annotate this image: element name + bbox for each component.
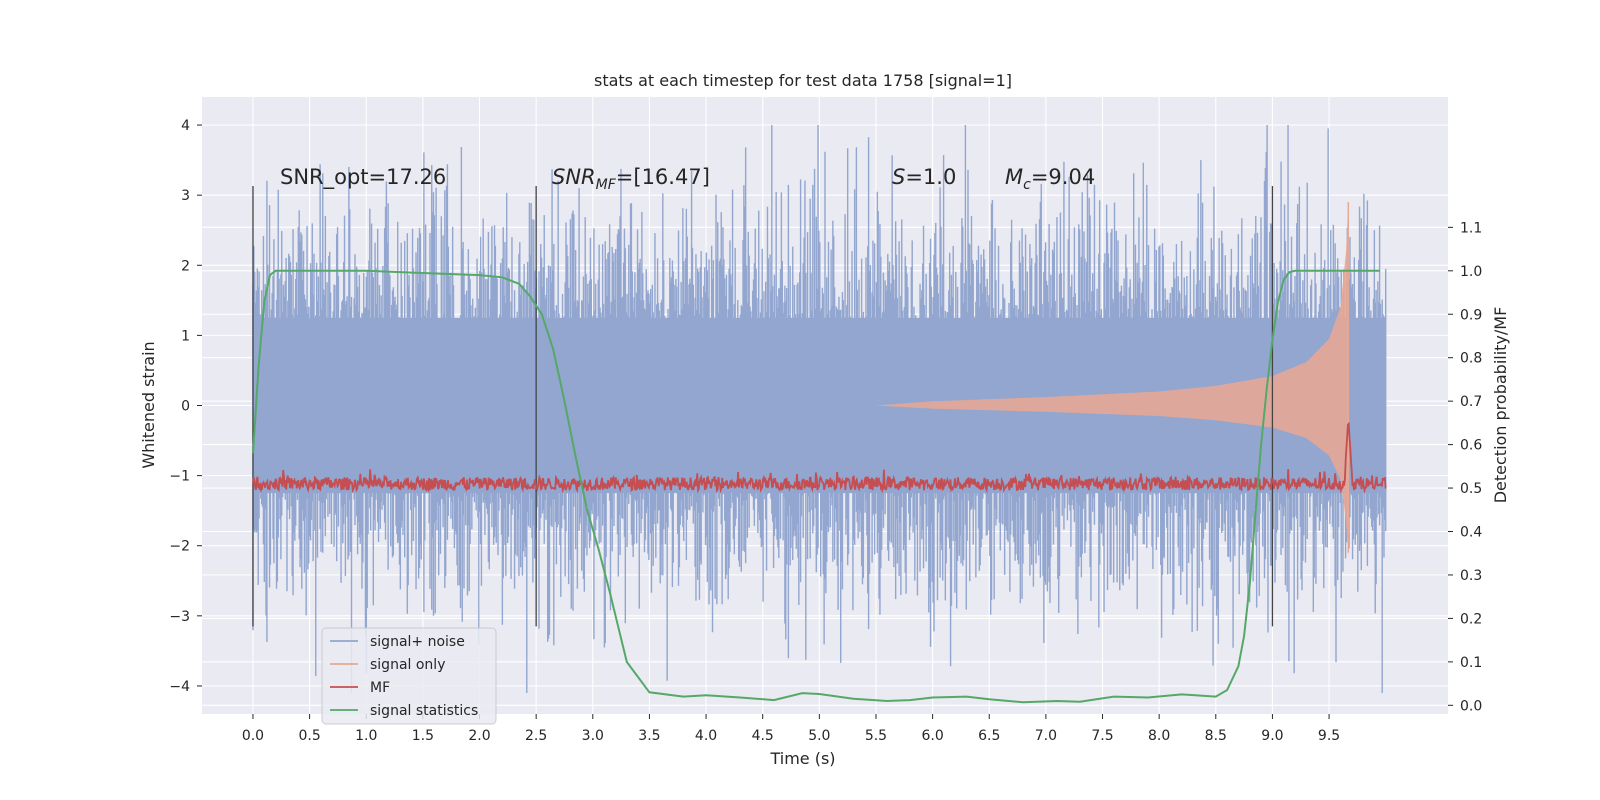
series-signal-only [876,202,1350,558]
legend-label: signal statistics [370,703,478,719]
x-tick-label: 3.5 [638,728,660,744]
x-tick-label: 8.5 [1205,728,1227,744]
y-tick-label: 1 [181,328,190,344]
legend-label: signal only [370,657,445,673]
y-tick-label: 0 [181,399,190,415]
legend-item-mf: MF [330,680,390,696]
x-tick-label: 4.0 [695,728,717,744]
right-tick-label: 0.8 [1460,351,1482,367]
x-tick-label: 6.0 [921,728,943,744]
x-tick-label: 5.5 [865,728,887,744]
x-tick-label: 7.0 [1035,728,1057,744]
legend-item-signal-only: signal only [330,657,445,673]
series-mf [252,421,1387,494]
snr-mf-rest: =[16.47] [616,165,710,189]
left-axis: 4 3 2 1 0 −1 −2 −3 −4 [169,118,202,695]
snr-opt-annotation: SNR_opt=17.26 [280,165,446,190]
right-tick-label: 0.5 [1460,481,1482,497]
y-tick-label: 4 [181,118,190,134]
signal-only-envelope [876,202,1349,558]
mc-var: M [1005,165,1023,189]
series-signal-statistics [252,269,1380,704]
snr-mf-base: SNR [552,165,596,189]
right-tick-label: 1.0 [1460,264,1482,280]
right-axis-label: Detection probability/MF [1491,307,1510,504]
right-tick-label: 0.4 [1460,525,1482,541]
x-tick-label: 0.0 [242,728,264,744]
x-tick-label: 7.5 [1091,728,1113,744]
annotations: SNR_opt=17.26 SNRMF=[16.47] S=1.0 Mc=9.0… [280,165,1095,193]
mc-annotation: Mc=9.04 [1005,165,1095,193]
signal-statistics-trace [252,269,1380,704]
x-tick-label: 1.5 [412,728,434,744]
legend-label: signal+ noise [370,634,465,650]
s-var: S [892,165,905,189]
mf-trace [252,421,1387,494]
y-tick-label: −4 [169,679,190,695]
chart-title: stats at each timestep for test data 175… [594,71,1012,90]
y-tick-label: −3 [169,609,190,625]
vertical-markers [252,186,1274,627]
legend-label: MF [370,680,390,696]
mc-rest: =9.04 [1031,165,1095,189]
right-tick-label: 0.7 [1460,394,1482,410]
right-tick-label: 0.9 [1460,307,1482,323]
y-tick-label: 3 [181,188,190,204]
x-tick-label: 6.5 [978,728,1000,744]
x-axis: 0.0 0.5 1.0 1.5 2.0 2.5 3.0 3.5 4.0 4.5 5.0 5.5 6.0 6… [242,714,1340,744]
s-annotation: S=1.0 [892,165,956,189]
x-tick-label: 4.5 [752,728,774,744]
right-tick-label: 0.2 [1460,611,1482,627]
x-tick-label: 2.0 [468,728,490,744]
right-tick-label: 0.1 [1460,655,1482,671]
right-tick-label: 0.3 [1460,568,1482,584]
x-tick-label: 0.5 [298,728,320,744]
x-tick-label: 8.0 [1148,728,1170,744]
y-tick-label: 2 [181,258,190,274]
snr-mf-annotation: SNRMF=[16.47] [552,165,710,193]
right-tick-label: 0.0 [1460,698,1482,714]
x-tick-label: 3.0 [582,728,604,744]
right-tick-label: 0.6 [1460,438,1482,454]
x-tick-label: 2.5 [525,728,547,744]
y-tick-label: −1 [169,469,190,485]
legend-item-signal-statistics: signal statistics [330,703,478,719]
x-tick-label: 9.5 [1318,728,1340,744]
x-tick-label: 1.0 [355,728,377,744]
x-tick-label: 9.0 [1261,728,1283,744]
right-axis: 1.1 1.0 0.9 0.8 0.7 0.6 0.5 0.4 0.3 0.2 0.1 0.0 [1448,220,1482,714]
right-tick-label: 1.1 [1460,220,1482,236]
x-tick-label: 5.0 [808,728,830,744]
y-tick-label: −2 [169,539,190,555]
legend-item-signal-noise: signal+ noise [330,634,465,650]
legend: signal+ noise signal only MF signal stat… [321,627,497,725]
y-axis-label: Whitened strain [139,341,158,468]
mc-sub: c [1023,177,1031,193]
snr-mf-sub: MF [596,177,617,193]
s-rest: =1.0 [905,165,956,189]
x-axis-label: Time (s) [769,749,835,768]
